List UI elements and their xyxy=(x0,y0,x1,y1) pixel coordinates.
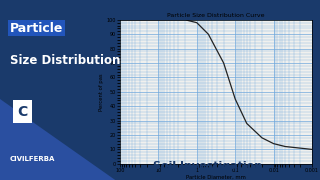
Text: C: C xyxy=(17,105,28,119)
X-axis label: Particle Diameter, mm: Particle Diameter, mm xyxy=(186,175,246,180)
Title: Particle Size Distribution Curve: Particle Size Distribution Curve xyxy=(167,13,265,18)
Text: Size Distribution: Size Distribution xyxy=(10,54,120,67)
Text: CIVILFERBA: CIVILFERBA xyxy=(10,156,55,162)
Y-axis label: Percent of pas: Percent of pas xyxy=(100,73,104,111)
Text: Soil Investigation: Soil Investigation xyxy=(153,161,263,171)
Text: Particle: Particle xyxy=(10,22,63,35)
